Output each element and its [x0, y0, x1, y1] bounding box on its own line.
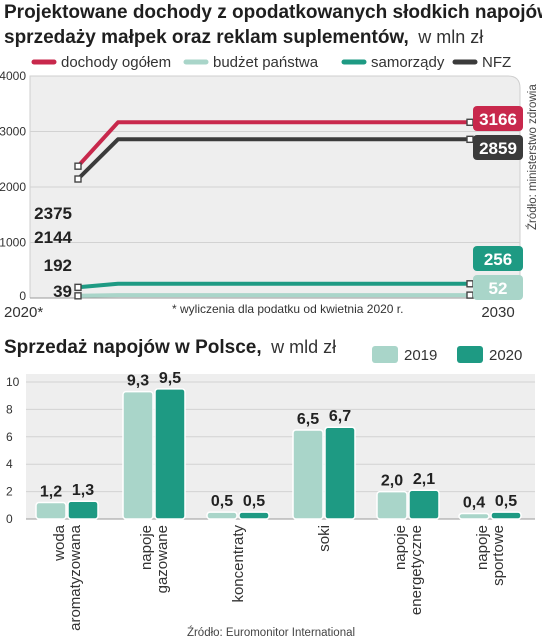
bar-5-0 — [458, 512, 490, 520]
category-label-5-1: sportowe — [490, 525, 507, 586]
bar-chart-unit: w mld zł — [270, 337, 336, 357]
end-value-box-0 — [473, 106, 523, 131]
bar-5-1 — [490, 511, 522, 520]
point-marker-1-0 — [74, 292, 82, 300]
bar-chart-title-row: Sprzedaż napojów w Polsce, w mld zł — [4, 337, 336, 358]
legend-label-1: budżet państwa — [213, 54, 319, 71]
series-line-2 — [77, 281, 470, 290]
bar-chart: 0 2 4 6 8 10 1,2 1,3 woda aromatyzowana 9,3 9,5 napo… — [6, 370, 535, 631]
start-value-label-3: 2144 — [34, 228, 72, 247]
bar-0-0 — [35, 501, 67, 520]
bar-value-label-2-0: 0,5 — [211, 493, 233, 510]
bar-legend-label-0: 2019 — [404, 347, 437, 364]
bar-2-0 — [206, 511, 238, 520]
bar-value-label-4-1: 2,1 — [413, 471, 435, 488]
point-marker-0-2 — [466, 118, 474, 126]
y-tick-label-1: 1000 — [0, 236, 26, 250]
end-value-label-1: 52 — [489, 279, 508, 298]
end-value-label-2: 256 — [484, 250, 512, 269]
x-end-label: 2030 — [481, 304, 514, 321]
bar-3-1 — [324, 426, 356, 520]
legend-label-2: samorządy — [371, 54, 445, 71]
bar-4-1 — [408, 489, 440, 520]
bar-2-1 — [238, 511, 270, 520]
y-tick-label-4: 4000 — [0, 69, 26, 83]
category-label-0-1: aromatyzowana — [67, 524, 84, 631]
line-chart-title: Projektowane dochody z opodatkowanych sł… — [4, 2, 542, 23]
x-start-label: 2020* — [4, 304, 43, 321]
series-line-1 — [77, 293, 470, 298]
bar-chart-title: Sprzedaż napojów w Polsce, — [4, 337, 262, 358]
bar-legend-swatch-0 — [372, 346, 398, 363]
bar-value-label-1-1: 9,5 — [159, 370, 181, 387]
bar-3-0 — [292, 429, 324, 520]
bar-value-label-2-1: 0,5 — [243, 493, 265, 510]
category-label-3-0: soki — [316, 525, 333, 552]
bar-value-label-1-0: 9,3 — [127, 373, 149, 390]
bar-y-tick-label-1: 2 — [6, 485, 13, 499]
point-marker-2-2 — [466, 280, 474, 288]
line-chart: 0 1000 2000 3000 4000 2375 39 192 2144 3166 52 256 2… — [0, 69, 523, 321]
point-marker-1-2 — [466, 291, 474, 299]
category-label-5-0: napoje — [474, 525, 491, 570]
bar-legend-swatch-1 — [457, 346, 483, 363]
start-value-label-0: 2375 — [34, 204, 72, 223]
end-value-label-0: 3166 — [479, 110, 517, 129]
start-value-label-2: 192 — [44, 256, 72, 275]
bar-value-label-5-1: 0,5 — [495, 493, 517, 510]
end-value-box-2 — [473, 246, 523, 271]
point-marker-3-0 — [74, 175, 82, 183]
bar-value-label-4-0: 2,0 — [381, 473, 403, 490]
category-label-1-0: napoje — [138, 525, 155, 570]
series-line-0 — [76, 120, 470, 168]
end-value-box-1 — [473, 275, 523, 300]
start-value-label-1: 39 — [53, 282, 72, 301]
category-label-1-1: gazowane — [154, 525, 171, 593]
category-label-4-0: napoje — [392, 525, 409, 570]
bar-1-0 — [122, 390, 154, 520]
legend-label-0: dochody ogółem — [61, 54, 171, 71]
category-label-0-0: woda — [51, 524, 68, 562]
series-line-3 — [76, 137, 470, 181]
category-label-4-1: energetyczne — [408, 525, 425, 615]
line-chart-source: Źródło: ministerstwo zdrowia — [526, 84, 539, 230]
bar-chart-source: Źródło: Euromonitor International — [187, 626, 355, 639]
point-marker-3-2 — [466, 135, 474, 144]
end-value-label-3: 2859 — [479, 139, 517, 158]
bar-1-1 — [154, 388, 186, 520]
bar-y-tick-label-0: 0 — [6, 512, 13, 526]
bar-y-tick-label-4: 8 — [6, 402, 13, 416]
bar-value-label-3-0: 6,5 — [297, 411, 319, 428]
bar-y-tick-label-3: 6 — [6, 430, 13, 444]
bar-4-0 — [376, 490, 408, 520]
bar-legend-label-1: 2020 — [489, 347, 522, 364]
bar-value-label-3-1: 6,7 — [329, 408, 351, 425]
line-chart-title-line2: sprzedaży małpek oraz reklam suplementów… — [4, 27, 483, 48]
bar-plot-area — [26, 374, 535, 519]
line-chart-legend: dochody ogółem budżet państwa samorządy NFZ — [31, 54, 511, 71]
legend-label-3: NFZ — [482, 54, 511, 71]
line-chart-title-line2-text: sprzedaży małpek oraz reklam suplementów… — [4, 27, 409, 48]
point-marker-0-0 — [74, 162, 82, 170]
bar-value-label-0-1: 1,3 — [72, 482, 94, 499]
bar-value-label-5-0: 0,4 — [463, 495, 485, 512]
line-chart-unit: w mln zł — [417, 27, 483, 47]
bar-chart-legend: 2019 2020 — [372, 346, 522, 364]
bar-0-1 — [67, 500, 99, 520]
line-chart-footnote: * wyliczenia dla podatku od kwietnia 202… — [172, 302, 403, 316]
bar-value-label-0-0: 1,2 — [40, 484, 62, 501]
bar-y-tick-label-5: 10 — [6, 375, 20, 389]
category-label-2-0: koncentraty — [230, 525, 247, 603]
end-value-box-3 — [473, 135, 523, 160]
y-tick-label-3: 3000 — [0, 125, 26, 139]
y-tick-label-0: 0 — [19, 289, 26, 303]
y-tick-label-2: 2000 — [0, 180, 26, 194]
point-marker-2-0 — [74, 283, 82, 292]
bar-y-tick-label-2: 4 — [6, 457, 13, 471]
